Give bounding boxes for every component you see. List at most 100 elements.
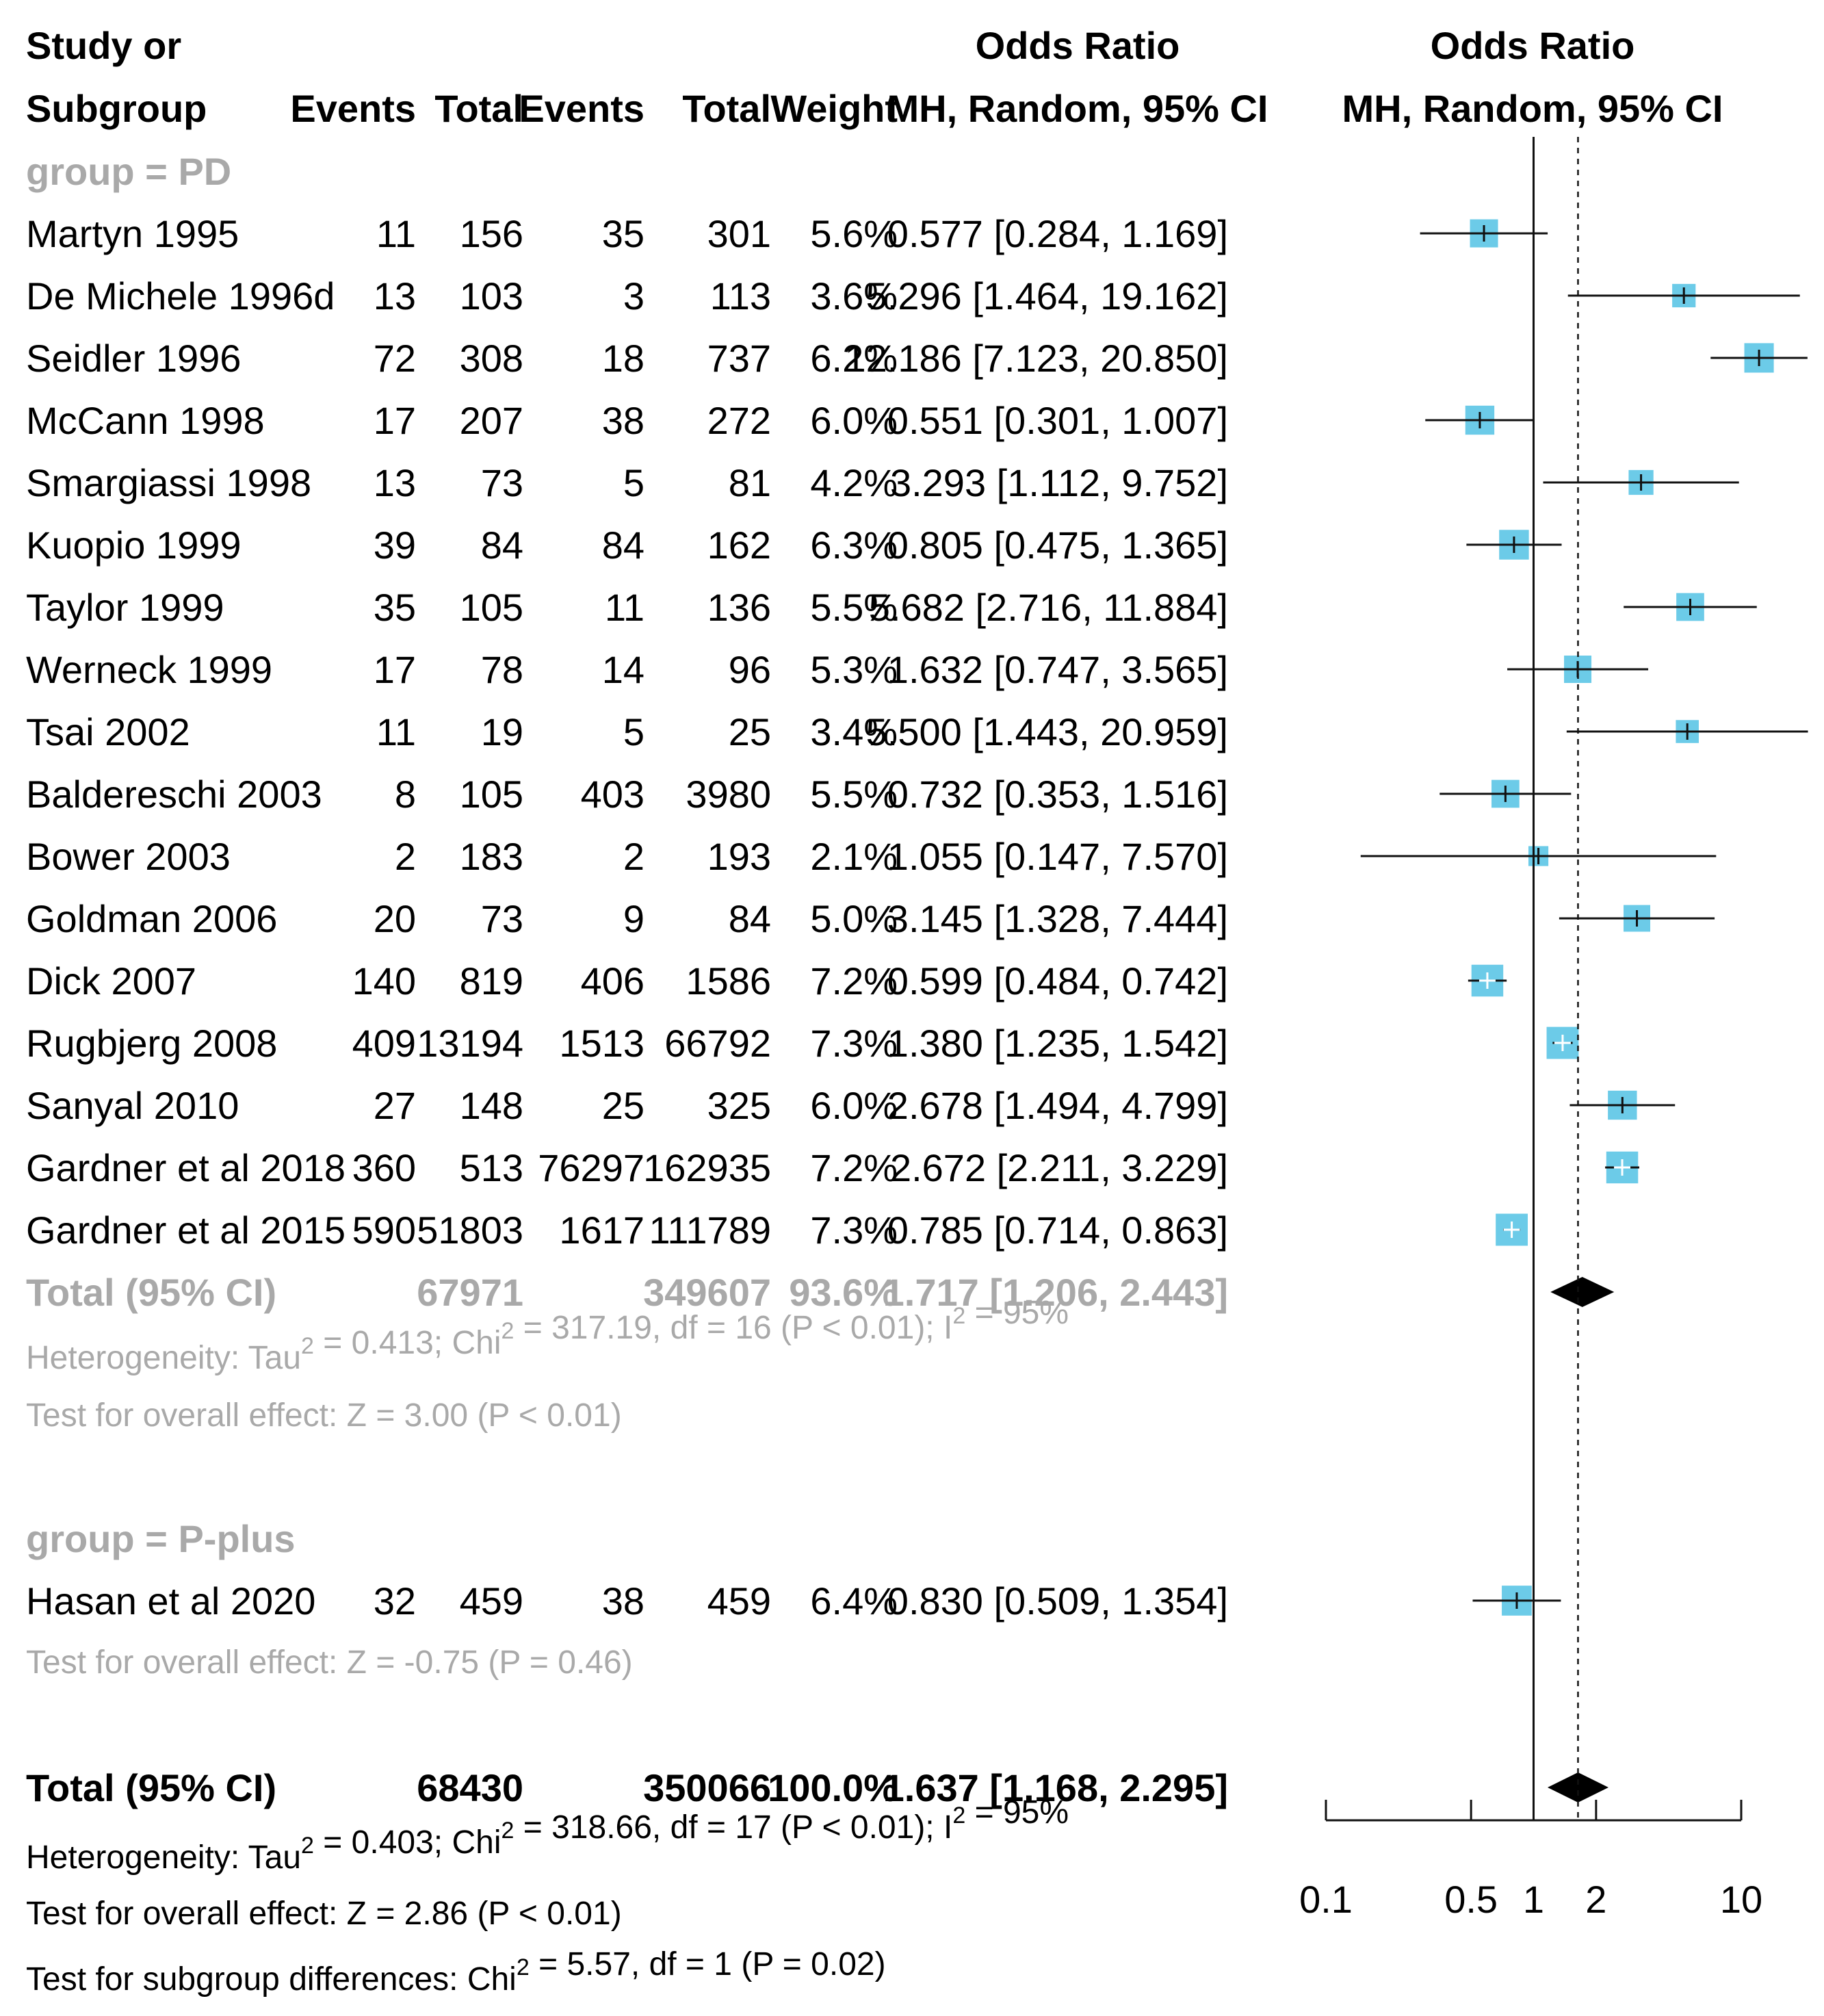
x-tick-label-1: 1 <box>1523 1878 1544 1921</box>
pd-total-weight: 93.6% <box>789 1271 898 1314</box>
study-row-15-label: Sanyal 2010 <box>26 1084 239 1127</box>
study-row-12-total-2: 84 <box>729 897 771 940</box>
study-row-4-events-1: 17 <box>374 399 416 442</box>
study-row-12-weight: 5.0% <box>810 897 898 940</box>
study-row-14-events-2: 1513 <box>559 1022 644 1065</box>
study-row-12-total-1: 73 <box>481 897 523 940</box>
study-row-14-label: Rugbjerg 2008 <box>26 1022 277 1065</box>
study-row-3-total-2: 737 <box>707 337 771 380</box>
study-row-18-weight: 6.4% <box>810 1579 898 1623</box>
study-row-16-events-1: 360 <box>352 1146 416 1189</box>
study-row-10-events-2: 403 <box>581 773 644 816</box>
study-row-10-label: Baldereschi 2003 <box>26 773 322 816</box>
study-row-6-events-1: 39 <box>374 524 416 567</box>
pd-heterogeneity: Heterogeneity: Tau2 = 0.413; Chi2 = 317.… <box>26 1295 1069 1376</box>
study-row-9-total-1: 19 <box>481 710 523 753</box>
study-row-1-weight: 5.6% <box>810 212 898 255</box>
study-row-2-ci: 5.296 [1.464, 19.162] <box>866 274 1228 318</box>
study-row-4-events-2: 38 <box>602 399 644 442</box>
study-row-17-ci: 0.785 [0.714, 0.863] <box>887 1209 1228 1252</box>
study-row-1-events-2: 35 <box>602 212 644 255</box>
group-label-pd: group = PD <box>26 150 231 193</box>
study-row-18-label: Hasan et al 2020 <box>26 1579 315 1623</box>
study-row-6-weight: 6.3% <box>810 524 898 567</box>
study-row-9-total-2: 25 <box>729 710 771 753</box>
study-row-1-events-1: 11 <box>376 212 416 255</box>
study-row-2-events-1: 13 <box>374 274 416 318</box>
study-row-8-total-2: 96 <box>729 648 771 691</box>
study-row-5-weight: 4.2% <box>810 461 898 504</box>
study-row-11-label: Bower 2003 <box>26 835 231 878</box>
header-total-1: Total <box>434 87 523 130</box>
study-row-12-label: Goldman 2006 <box>26 897 277 940</box>
study-row-9-ci: 5.500 [1.443, 20.959] <box>866 710 1228 753</box>
study-row-12-events-1: 20 <box>374 897 416 940</box>
study-row-5-ci: 3.293 [1.112, 9.752] <box>890 461 1228 504</box>
study-row-18-events-1: 32 <box>374 1579 416 1623</box>
study-row-2-total-2: 113 <box>710 274 771 318</box>
study-row-14-total-1: 13194 <box>417 1022 523 1065</box>
study-row-8-events-1: 17 <box>374 648 416 691</box>
study-row-18-ci: 0.830 [0.509, 1.354] <box>887 1579 1228 1623</box>
overall-total-ci: 1.637 [1.168, 2.295] <box>883 1766 1228 1809</box>
header-or-line1: Odds Ratio <box>976 24 1180 67</box>
study-row-13-events-1: 140 <box>352 959 416 1003</box>
study-row-10-total-2: 3980 <box>686 773 771 816</box>
header-events-1: Events <box>290 87 416 130</box>
study-row-9-label: Tsai 2002 <box>26 710 190 753</box>
study-row-11-weight: 2.1% <box>810 835 898 878</box>
x-tick-label-2: 2 <box>1585 1878 1606 1921</box>
study-row-14-total-2: 66792 <box>664 1022 771 1065</box>
header-plot-line2: MH, Random, 95% CI <box>1342 87 1723 130</box>
study-row-15-events-2: 25 <box>602 1084 644 1127</box>
study-row-14-ci: 1.380 [1.235, 1.542] <box>887 1022 1228 1065</box>
overall-total-total-1: 68430 <box>417 1766 523 1809</box>
study-row-11-events-2: 2 <box>623 835 644 878</box>
study-row-3-weight: 6.2% <box>810 337 898 380</box>
study-row-11-total-2: 193 <box>707 835 771 878</box>
study-row-15-weight: 6.0% <box>810 1084 898 1127</box>
study-row-16-weight: 7.2% <box>810 1146 898 1189</box>
header-or-line2: MH, Random, 95% CI <box>887 87 1268 130</box>
study-row-3-total-1: 308 <box>460 337 523 380</box>
study-row-13-total-1: 819 <box>460 959 523 1003</box>
study-row-13-total-2: 1586 <box>686 959 771 1003</box>
study-row-10-total-1: 105 <box>460 773 523 816</box>
study-row-7-ci: 5.682 [2.716, 11.884] <box>869 586 1228 629</box>
study-row-8-total-1: 78 <box>481 648 523 691</box>
x-tick-label-10: 10 <box>1720 1878 1762 1921</box>
pd-total-total-1: 67971 <box>417 1271 523 1314</box>
overall-total-total-2: 350066 <box>643 1766 771 1809</box>
study-row-18-total-1: 459 <box>460 1579 523 1623</box>
study-row-8-label: Werneck 1999 <box>26 648 272 691</box>
study-row-10-weight: 5.5% <box>810 773 898 816</box>
study-row-10-ci: 0.732 [0.353, 1.516] <box>887 773 1228 816</box>
study-row-16-total-1: 513 <box>460 1146 523 1189</box>
header-study-line1: Study or <box>26 24 181 67</box>
study-row-13-label: Dick 2007 <box>26 959 196 1003</box>
study-row-7-events-1: 35 <box>374 586 416 629</box>
study-row-3-events-2: 18 <box>602 337 644 380</box>
study-row-17-label: Gardner et al 2015 <box>26 1209 346 1252</box>
study-row-18-total-2: 459 <box>707 1579 771 1623</box>
overall-heterogeneity: Heterogeneity: Tau2 = 0.403; Chi2 = 318.… <box>26 1794 1069 1876</box>
study-row-11-events-1: 2 <box>395 835 416 878</box>
study-row-18-events-2: 38 <box>602 1579 644 1623</box>
study-row-4-weight: 6.0% <box>810 399 898 442</box>
study-row-8-ci: 1.632 [0.747, 3.565] <box>887 648 1228 691</box>
study-row-7-total-2: 136 <box>707 586 771 629</box>
study-row-2-total-1: 103 <box>460 274 523 318</box>
study-row-16-label: Gardner et al 2018 <box>26 1146 346 1189</box>
study-row-14-weight: 7.3% <box>810 1022 898 1065</box>
study-row-16-total-2: 162935 <box>643 1146 771 1189</box>
study-row-17-events-2: 1617 <box>559 1209 644 1252</box>
study-row-2-weight: 3.6% <box>810 274 898 318</box>
study-row-4-total-1: 207 <box>460 399 523 442</box>
study-row-5-events-2: 5 <box>623 461 644 504</box>
pd-total-label: Total (95% CI) <box>26 1271 276 1314</box>
study-row-4-total-2: 272 <box>707 399 771 442</box>
pd-total-total-2: 349607 <box>643 1271 771 1314</box>
subgroup-differences: Test for subgroup differences: Chi2 = 5.… <box>26 1946 886 1998</box>
study-row-13-events-2: 406 <box>581 959 644 1003</box>
study-row-9-weight: 3.4% <box>810 710 898 753</box>
